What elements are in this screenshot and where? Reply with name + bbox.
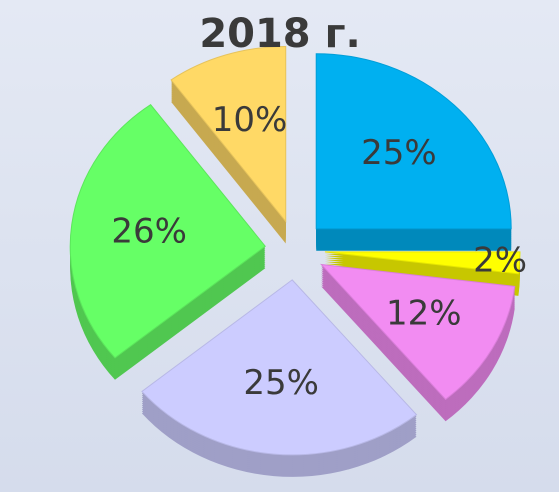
data-label: 2% <box>473 240 527 280</box>
slice <box>315 53 512 230</box>
slice <box>320 263 516 400</box>
slice <box>170 45 287 223</box>
data-label: 25% <box>361 133 437 173</box>
data-label: 12% <box>386 294 462 334</box>
data-label: 25% <box>243 363 319 403</box>
data-label: 10% <box>212 100 288 140</box>
slice <box>324 251 521 275</box>
slice <box>141 279 418 456</box>
data-label: 26% <box>111 212 187 252</box>
chart-title: 2018 г. <box>199 11 360 57</box>
pie: 25% 2% 12% 25% 26% 10% <box>69 45 527 477</box>
slice <box>69 103 266 359</box>
